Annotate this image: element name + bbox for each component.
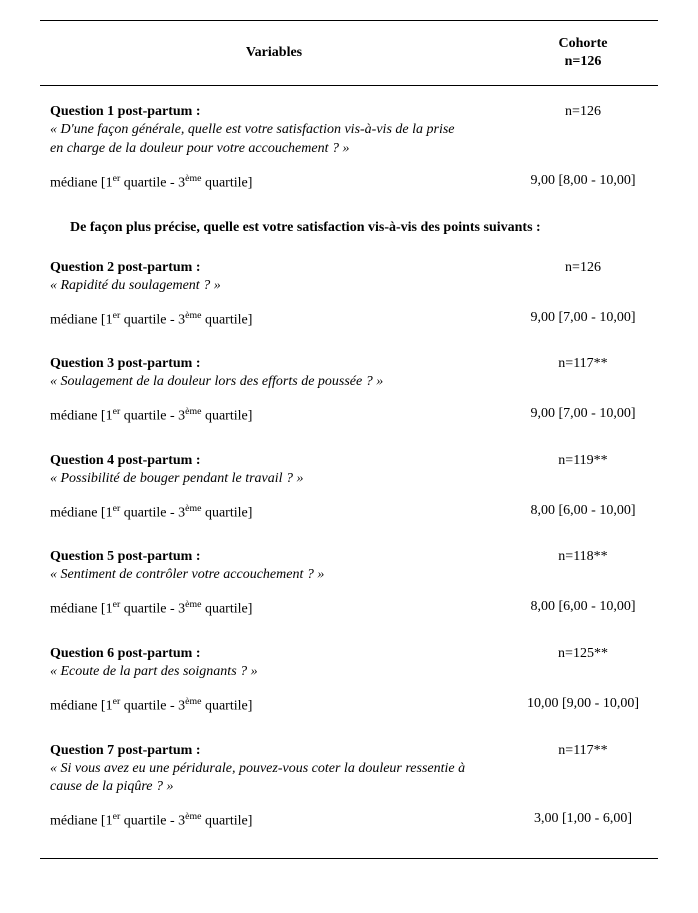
question-n-value: n=119** <box>508 453 658 469</box>
header-cohort-label: Cohorte n=126 <box>508 35 658 71</box>
question-n-value: n=118** <box>508 549 658 565</box>
question-desc: « Si vous avez eu une péridurale, pouvez… <box>50 760 470 798</box>
question-block: Question 1 post-partum :« D'une façon gé… <box>40 104 658 191</box>
question-n-value: n=126 <box>508 104 658 120</box>
question-desc: « D'une façon générale, quelle est votre… <box>50 121 470 159</box>
header-cohort-line1: Cohorte <box>508 35 658 53</box>
mediane-label: médiane [1er quartile - 3ème quartile] <box>50 310 252 329</box>
mediane-value: 9,00 [8,00 - 10,00] <box>508 173 658 192</box>
question-block: Question 7 post-partum :« Si vous avez e… <box>40 743 658 830</box>
question-desc: « Possibilité de bouger pendant le trava… <box>50 470 304 489</box>
mediane-label: médiane [1er quartile - 3ème quartile] <box>50 406 252 425</box>
mediane-value: 8,00 [6,00 - 10,00] <box>508 599 658 618</box>
mediane-value: 3,00 [1,00 - 6,00] <box>508 811 658 830</box>
question-desc: « Rapidité du soulagement ? » <box>50 277 221 296</box>
question-block: Question 5 post-partum :« Sentiment de c… <box>40 549 658 618</box>
table-wrapper: Variables Cohorte n=126 Question 1 post-… <box>40 20 658 859</box>
question-block: Question 2 post-partum :« Rapidité du so… <box>40 260 658 329</box>
mediane-label: médiane [1er quartile - 3ème quartile] <box>50 696 252 715</box>
question-title: Question 1 post-partum : <box>50 104 470 120</box>
question-n-value: n=125** <box>508 646 658 662</box>
question-title: Question 4 post-partum : <box>50 453 304 469</box>
question-desc: « Sentiment de contrôler votre accouchem… <box>50 566 324 585</box>
question-title: Question 3 post-partum : <box>50 356 383 372</box>
question-title: Question 6 post-partum : <box>50 646 258 662</box>
question-title: Question 7 post-partum : <box>50 743 470 759</box>
mediane-label: médiane [1er quartile - 3ème quartile] <box>50 599 252 618</box>
question-block: Question 4 post-partum :« Possibilité de… <box>40 453 658 522</box>
question-block: Question 3 post-partum :« Soulagement de… <box>40 356 658 425</box>
question-desc: « Ecoute de la part des soignants ? » <box>50 663 258 682</box>
table-body: Question 1 post-partum :« D'une façon gé… <box>40 86 658 830</box>
table-header-row: Variables Cohorte n=126 <box>40 20 658 86</box>
question-block: Question 6 post-partum :« Ecoute de la p… <box>40 646 658 715</box>
mediane-value: 8,00 [6,00 - 10,00] <box>508 503 658 522</box>
mediane-label: médiane [1er quartile - 3ème quartile] <box>50 811 252 830</box>
mediane-value: 10,00 [9,00 - 10,00] <box>508 696 658 715</box>
header-variables-label: Variables <box>40 45 508 61</box>
table-footer-rule <box>40 858 658 859</box>
mediane-label: médiane [1er quartile - 3ème quartile] <box>50 173 252 192</box>
question-title: Question 5 post-partum : <box>50 549 324 565</box>
section-heading: De façon plus précise, quelle est votre … <box>70 220 658 236</box>
mediane-value: 9,00 [7,00 - 10,00] <box>508 406 658 425</box>
question-desc: « Soulagement de la douleur lors des eff… <box>50 373 383 392</box>
question-n-value: n=126 <box>508 260 658 276</box>
header-cohort-line2: n=126 <box>508 53 658 71</box>
question-n-value: n=117** <box>508 356 658 372</box>
mediane-label: médiane [1er quartile - 3ème quartile] <box>50 503 252 522</box>
question-n-value: n=117** <box>508 743 658 759</box>
mediane-value: 9,00 [7,00 - 10,00] <box>508 310 658 329</box>
question-title: Question 2 post-partum : <box>50 260 221 276</box>
